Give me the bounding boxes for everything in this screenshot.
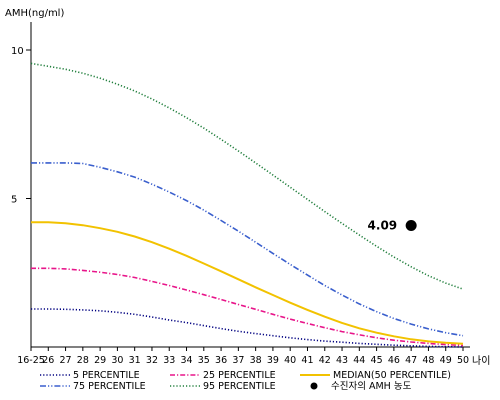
x-tick-label: 39 — [267, 355, 279, 366]
x-tick-label: 31 — [129, 355, 141, 366]
x-tick-label: 49 — [440, 355, 452, 366]
x-tick-label: 35 — [198, 355, 210, 366]
x-tick-label: 45 — [371, 355, 383, 366]
series-lines — [30, 62, 464, 348]
x-tick-label: 30 — [111, 355, 123, 366]
legend-label: 75 PERCENTILE — [73, 381, 146, 392]
x-tick-label: 33 — [163, 355, 175, 366]
legend-label: 95 PERCENTILE — [203, 381, 276, 392]
legend-label: 수진자의 AMH 농도 — [331, 381, 412, 392]
series-line-75-percentile — [31, 162, 464, 337]
y-axis-title: AMH(ng/ml) — [5, 8, 64, 19]
x-tick-label: 46 — [388, 355, 400, 366]
x-tick-label: 32 — [146, 355, 158, 366]
legend: 5 PERCENTILE 25 PERCENTILE MEDIAN(50 PERCE… — [40, 370, 451, 392]
patient-amh-value-label: 4.09 — [368, 219, 398, 233]
x-tick-label: 36 — [215, 355, 227, 366]
legend-point-marker — [310, 382, 318, 390]
series-line-median-50-percentile — [31, 221, 464, 345]
x-axis-title: 나이 — [472, 355, 490, 367]
x-tick-label: 44 — [353, 355, 365, 366]
series-line-25-percentile — [31, 267, 464, 347]
patient-amh-point — [405, 220, 417, 232]
y-ticks: 10 5 — [11, 46, 31, 206]
x-tick-label: 37 — [232, 355, 244, 366]
x-tick-label: 38 — [250, 355, 262, 366]
legend-label: 25 PERCENTILE — [203, 370, 276, 381]
axes — [30, 22, 470, 348]
x-tick-label: 16-25 — [17, 355, 45, 366]
y-tick-label: 10 — [11, 46, 24, 57]
y-tick-label: 5 — [11, 195, 17, 206]
x-tick-label: 40 — [284, 355, 296, 366]
legend-label: 5 PERCENTILE — [73, 370, 140, 381]
x-tick-label: 43 — [336, 355, 348, 366]
x-tick-label: 42 — [319, 355, 331, 366]
highlight-point-group: 4.09 — [368, 219, 417, 233]
series-line-95-percentile — [30, 62, 464, 290]
series-line-5-percentile — [31, 308, 464, 348]
x-tick-label: 34 — [180, 355, 192, 366]
x-tick-label: 26 — [42, 355, 54, 366]
x-tick-label: 50 — [457, 355, 469, 366]
x-tick-label: 29 — [94, 355, 106, 366]
legend-label: MEDIAN(50 PERCENTILE) — [333, 370, 451, 381]
x-tick-label: 28 — [77, 355, 89, 366]
x-tick-label: 48 — [422, 355, 434, 366]
x-tick-label: 47 — [405, 355, 417, 366]
x-tick-label: 27 — [60, 355, 72, 366]
x-tick-label: 41 — [301, 355, 313, 366]
